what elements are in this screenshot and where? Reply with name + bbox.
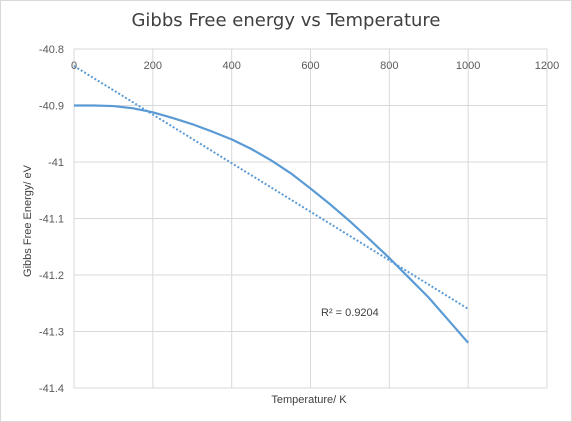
chart-title: Gibbs Free energy vs Temperature: [131, 10, 441, 31]
y-tick-label: -41: [48, 157, 64, 169]
x-tick-labels: 0 200 400 600 800 1000 1200: [71, 60, 559, 72]
y-tick-label: -41.2: [39, 270, 64, 282]
y-tick-label: -40.8: [39, 44, 64, 56]
x-tick-label: 1200: [535, 60, 559, 72]
series-line: [74, 104, 469, 344]
trendline: [73, 65, 469, 310]
y-tick-label: -40.9: [39, 101, 64, 113]
y-tick-label: -41.4: [39, 383, 64, 395]
y-tick-label: -41.3: [39, 327, 64, 339]
r-squared-label: R² = 0.9204: [321, 307, 379, 319]
y-tick-labels: -40.8 -40.9 -41 -41.1 -41.2 -41.3 -41.4: [39, 44, 64, 395]
grid-lines: [73, 48, 548, 389]
x-tick-label: 600: [301, 60, 319, 72]
x-tick-label: 200: [144, 60, 162, 72]
y-tick-label: -41.1: [39, 214, 64, 226]
x-axis-title: Temperature/ K: [271, 394, 347, 406]
y-axis-title: Gibbs Free Energy/ eV: [22, 164, 34, 277]
x-tick-label: 800: [380, 60, 398, 72]
x-tick-label: 400: [222, 60, 240, 72]
x-tick-label: 1000: [456, 60, 480, 72]
